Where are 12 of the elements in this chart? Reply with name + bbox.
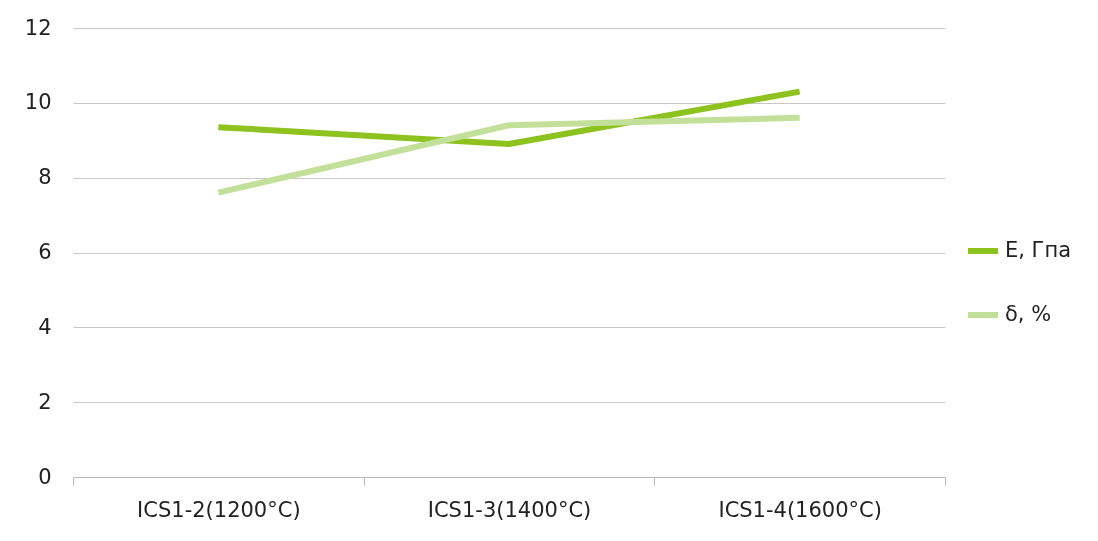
x-tick-label: ICS1-2(1200°C): [137, 497, 301, 522]
y-tick-label: 12: [24, 15, 52, 40]
x-tick-label: ICS1-3(1400°C): [427, 497, 592, 522]
y-tick-label: 4: [38, 314, 52, 339]
y-tick-label: 0: [38, 464, 52, 489]
x-tick-label: ICS1-4(1600°C): [718, 497, 882, 522]
y-tick-label: 6: [38, 240, 52, 264]
legend-label: δ, %: [1005, 302, 1052, 326]
legend-label: E, Гпа: [1005, 238, 1072, 262]
y-tick-label: 8: [38, 165, 52, 190]
y-tick-label: 10: [24, 90, 52, 115]
y-tick-label: 2: [38, 389, 52, 414]
